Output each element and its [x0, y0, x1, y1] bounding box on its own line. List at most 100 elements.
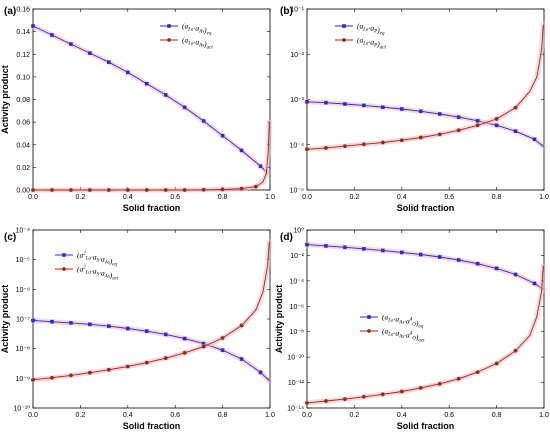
y-tick-label: 10⁻⁴: [290, 142, 305, 149]
y-tick-label: 0.06: [16, 120, 30, 127]
data-point-circle: [437, 132, 442, 137]
x-axis-label: Solid fraction: [397, 421, 455, 431]
data-point-circle: [144, 188, 149, 192]
data-point-circle: [513, 105, 518, 110]
x-axis-label: Solid fraction: [123, 421, 181, 431]
data-point-circle: [437, 381, 442, 386]
data-point-square: [494, 123, 499, 128]
chart-panel-c: (c) 0.0 0.2 0.4 0.6 0.8 1.0 10⁻¹⁰ 10⁻⁹ 10⁻⁸ 10⁻⁷ 10…: [0, 228, 275, 432]
y-tick-label: 10⁻³: [290, 97, 304, 104]
data-point-circle: [494, 117, 499, 121]
x-tick-label: 0.8: [218, 412, 228, 419]
y-tick-label: 10⁻⁵: [16, 257, 30, 264]
x-tick-label: 0.0: [28, 412, 38, 419]
data-point-square: [494, 266, 499, 271]
y-tick-label: 0.14: [16, 29, 30, 36]
data-point-square: [400, 107, 404, 111]
data-point-circle: [201, 187, 206, 192]
data-point-square: [126, 326, 130, 331]
y-tick-label: 0.12: [16, 52, 30, 59]
panel-label: (a): [4, 6, 16, 17]
data-point-square: [182, 336, 187, 341]
series-line-red: [306, 265, 544, 404]
legend-entry: (aLa·aP)act: [357, 36, 386, 51]
data-point-square: [513, 272, 518, 277]
y-tick-label: 10⁻¹⁴: [287, 406, 304, 413]
data-point-square: [201, 341, 206, 346]
data-point-circle: [87, 370, 92, 375]
x-tick-label: 0.4: [123, 412, 133, 419]
x-tick-label: 0.8: [218, 194, 228, 201]
y-tick-label: 10⁰: [293, 227, 304, 235]
data-point-circle: [324, 146, 328, 150]
data-point-circle: [361, 142, 366, 147]
x-tick-label: 0.4: [123, 194, 133, 201]
x-tick-label: 0.8: [492, 412, 502, 419]
data-point-circle: [475, 123, 480, 128]
data-point-square: [532, 281, 537, 286]
legend-entry: (aLa·aAs·a4O)act: [382, 327, 425, 344]
data-point-square: [305, 99, 309, 104]
data-point-square: [475, 118, 480, 123]
data-point-square: [343, 102, 347, 106]
series-line-blue: [306, 244, 545, 291]
data-point-circle: [69, 188, 73, 192]
data-point-circle: [220, 187, 225, 192]
data-point-circle: [125, 188, 130, 192]
y-tick-label: 10⁻¹⁰: [13, 405, 30, 413]
data-point-circle: [106, 188, 111, 192]
data-point-square: [456, 258, 461, 262]
x-tick-label: 0.2: [350, 194, 360, 201]
legend-marker: [62, 253, 66, 257]
data-point-circle: [182, 188, 187, 192]
data-point-square: [475, 261, 480, 266]
data-point-circle: [163, 188, 168, 192]
x-tick-label: 0.8: [492, 194, 502, 201]
x-tick-label: 0.0: [28, 194, 38, 201]
data-point-circle: [361, 394, 366, 399]
data-point-circle: [399, 389, 404, 394]
data-point-square: [220, 133, 225, 138]
data-point-circle: [494, 361, 499, 366]
y-tick-label: 10⁻¹⁰: [287, 354, 304, 362]
data-point-square: [163, 93, 168, 97]
x-tick-label: 1.0: [539, 194, 549, 201]
data-point-square: [532, 137, 537, 142]
series-line-red: [306, 24, 544, 150]
data-point-circle: [380, 140, 385, 145]
data-point-circle: [106, 367, 111, 372]
data-point-square: [513, 129, 518, 133]
series-glow: [30, 239, 272, 383]
x-tick-label: 0.2: [350, 412, 360, 419]
y-tick-label: 0.04: [16, 142, 30, 149]
plot-frame: [306, 229, 545, 409]
data-point-circle: [50, 375, 54, 380]
chart-panel-a: (a) 0.0 0.2 0.4 0.6 0.8 1.0 0.00 0.02 0.04 0.06 0.0…: [0, 6, 275, 213]
data-point-square: [31, 24, 35, 28]
series-glow: [304, 263, 546, 406]
y-axis-label: Activity product: [274, 285, 284, 354]
y-tick-label: 0.16: [16, 7, 30, 14]
x-tick-label: 1.0: [265, 194, 275, 201]
data-point-circle: [31, 377, 35, 382]
legend-entry: (a2La·aS·aAs)eq: [77, 251, 118, 268]
data-point-circle: [513, 348, 518, 353]
y-tick-label: 10⁻⁶: [16, 287, 30, 294]
legend-entry: (aLa·aAs)act: [182, 36, 213, 51]
legend-marker: [367, 315, 371, 319]
data-point-circle: [305, 147, 309, 152]
plot-frame: [306, 8, 545, 191]
data-point-square: [31, 318, 35, 323]
data-point-square: [88, 322, 92, 327]
data-point-square: [88, 51, 92, 55]
series-line-blue: [306, 101, 545, 148]
data-point-square: [239, 357, 244, 361]
x-tick-label: 0.2: [76, 412, 86, 419]
data-point-square: [107, 324, 111, 328]
legend-marker: [342, 38, 346, 42]
y-tick-label: 10⁻²: [290, 253, 304, 260]
data-point-square: [381, 248, 385, 253]
x-tick-label: 0.6: [170, 412, 180, 419]
data-point-circle: [69, 373, 73, 378]
data-point-square: [69, 321, 73, 325]
